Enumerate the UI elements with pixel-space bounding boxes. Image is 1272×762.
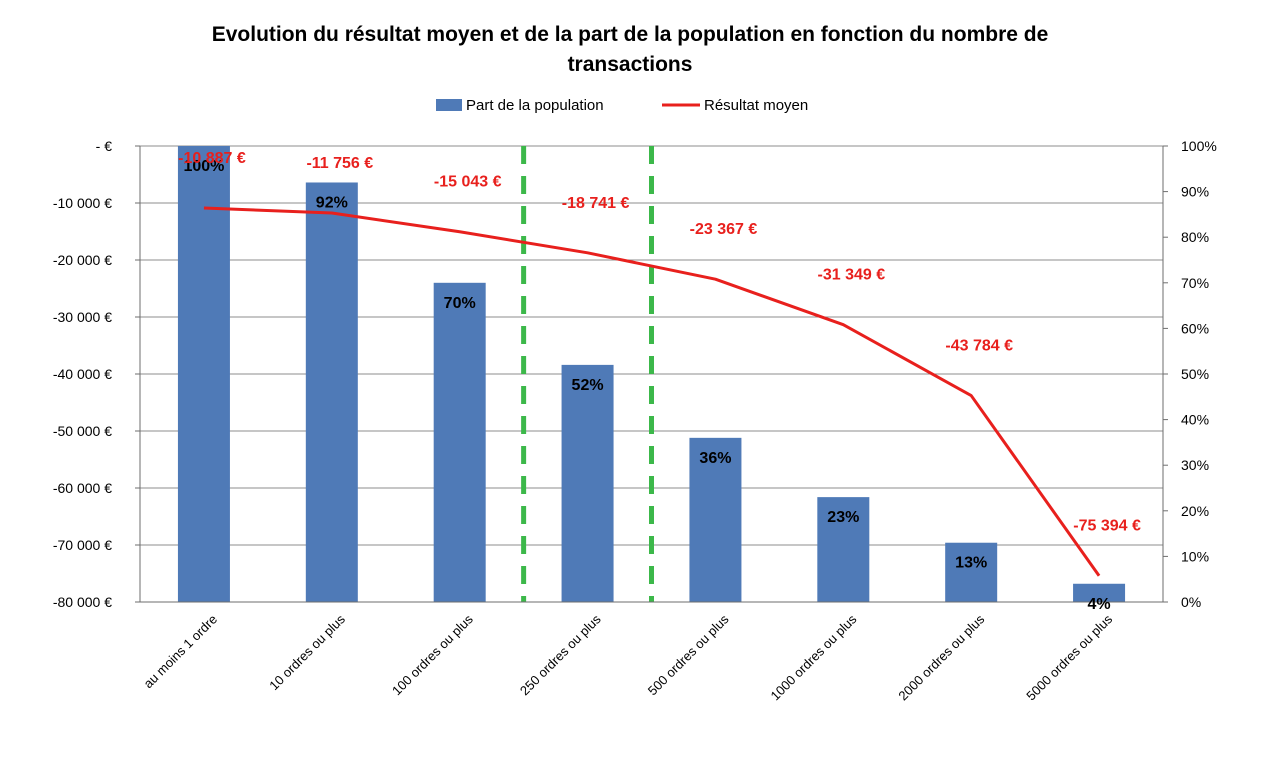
left-tick-label-8: -80 000 € [53,594,112,610]
right-tick-label-4: 60% [1181,320,1209,336]
left-tick-label-7: -70 000 € [53,537,112,553]
chart-title-line1: Evolution du résultat moyen et de la par… [212,23,1049,46]
bar-4 [689,437,742,602]
category-label-6: 2000 ordres ou plus [895,611,987,703]
bar-7 [1073,583,1126,602]
right-tick-label-1: 90% [1181,184,1209,200]
axes [135,145,1168,603]
bar-1 [305,182,358,603]
bar-label-2: 70% [444,295,476,312]
legend-label-result: Résultat moyen [704,97,808,114]
line-label-3: -18 741 € [562,195,630,212]
line-label-5: -31 349 € [818,267,886,284]
bar-labels: 100% 92% 70% 52% 36% 23% 13% 4% [183,158,1110,613]
bar-label-4: 36% [699,450,731,467]
category-label-2: 100 ordres ou plus [389,611,476,698]
right-tick-label-7: 30% [1181,457,1209,473]
bar-label-3: 52% [572,377,604,394]
right-tick-label-8: 20% [1181,503,1209,519]
bar-label-5: 23% [827,509,859,526]
right-tick-label-6: 40% [1181,412,1209,428]
bar-5 [817,497,870,602]
line-label-0: -10 887 € [178,150,246,167]
bars [177,146,1126,603]
right-tick-label-2: 80% [1181,229,1209,245]
category-label-4: 500 ordres ou plus [645,611,732,698]
bar-label-0: 100% [183,158,224,175]
left-tick-label-5: -50 000 € [53,423,112,439]
bar-3 [561,364,614,602]
right-tick-label-0: 100% [1181,138,1217,154]
bar-0 [177,146,230,602]
category-label-3: 250 ordres ou plus [517,611,604,698]
line-label-6: -43 784 € [945,338,1013,355]
line-label-7: -75 394 € [1073,518,1141,535]
line-label-1: -11 756 € [306,155,373,172]
left-tick-label-4: -40 000 € [53,366,112,382]
left-tick-label-6: -60 000 € [53,480,112,496]
bar-label-7: 4% [1088,596,1111,613]
left-tick-label-2: -20 000 € [53,252,112,268]
line-label-4: -23 367 € [690,221,758,238]
bar-6 [945,542,998,602]
right-tick-label-10: 0% [1181,594,1201,610]
legend-label-population: Part de la population [466,97,604,114]
right-tick-label-5: 50% [1181,366,1209,382]
left-tick-label-0: - € [96,138,113,154]
left-tick-label-1: -10 000 € [53,195,112,211]
bar-label-6: 13% [955,555,987,572]
line-label-2: -15 043 € [434,174,502,191]
left-axis-ticks: - € -10 000 € -20 000 € -30 000 € -40 000 € -… [53,138,112,610]
legend-swatch-population [436,99,462,111]
category-label-5: 1000 ordres ou plus [768,611,860,703]
legend: Part de la population Résultat moyen [436,97,808,114]
separators [521,146,654,602]
right-tick-label-3: 70% [1181,275,1209,291]
line-labels: -10 887 € -11 756 € -15 043 € -18 741 € -23 … [178,150,1141,535]
category-label-7: 5000 ordres ou plus [1023,611,1115,703]
bar-2 [433,282,486,602]
category-labels: au moins 1 ordre 10 ordres ou plus 100 ord… [140,611,1115,703]
right-tick-label-9: 10% [1181,548,1209,564]
bar-label-1: 92% [316,194,348,211]
chart-title-line2: transactions [568,53,693,76]
result-line [203,206,1101,577]
line-series [203,206,1101,577]
left-tick-label-3: -30 000 € [53,309,112,325]
category-label-1: 10 ordres ou plus [266,611,348,693]
right-axis-ticks: 100% 90% 80% 70% 60% 50% 40% 30% 20% 10% 0% [1181,138,1217,610]
category-label-0: au moins 1 ordre [140,612,220,692]
